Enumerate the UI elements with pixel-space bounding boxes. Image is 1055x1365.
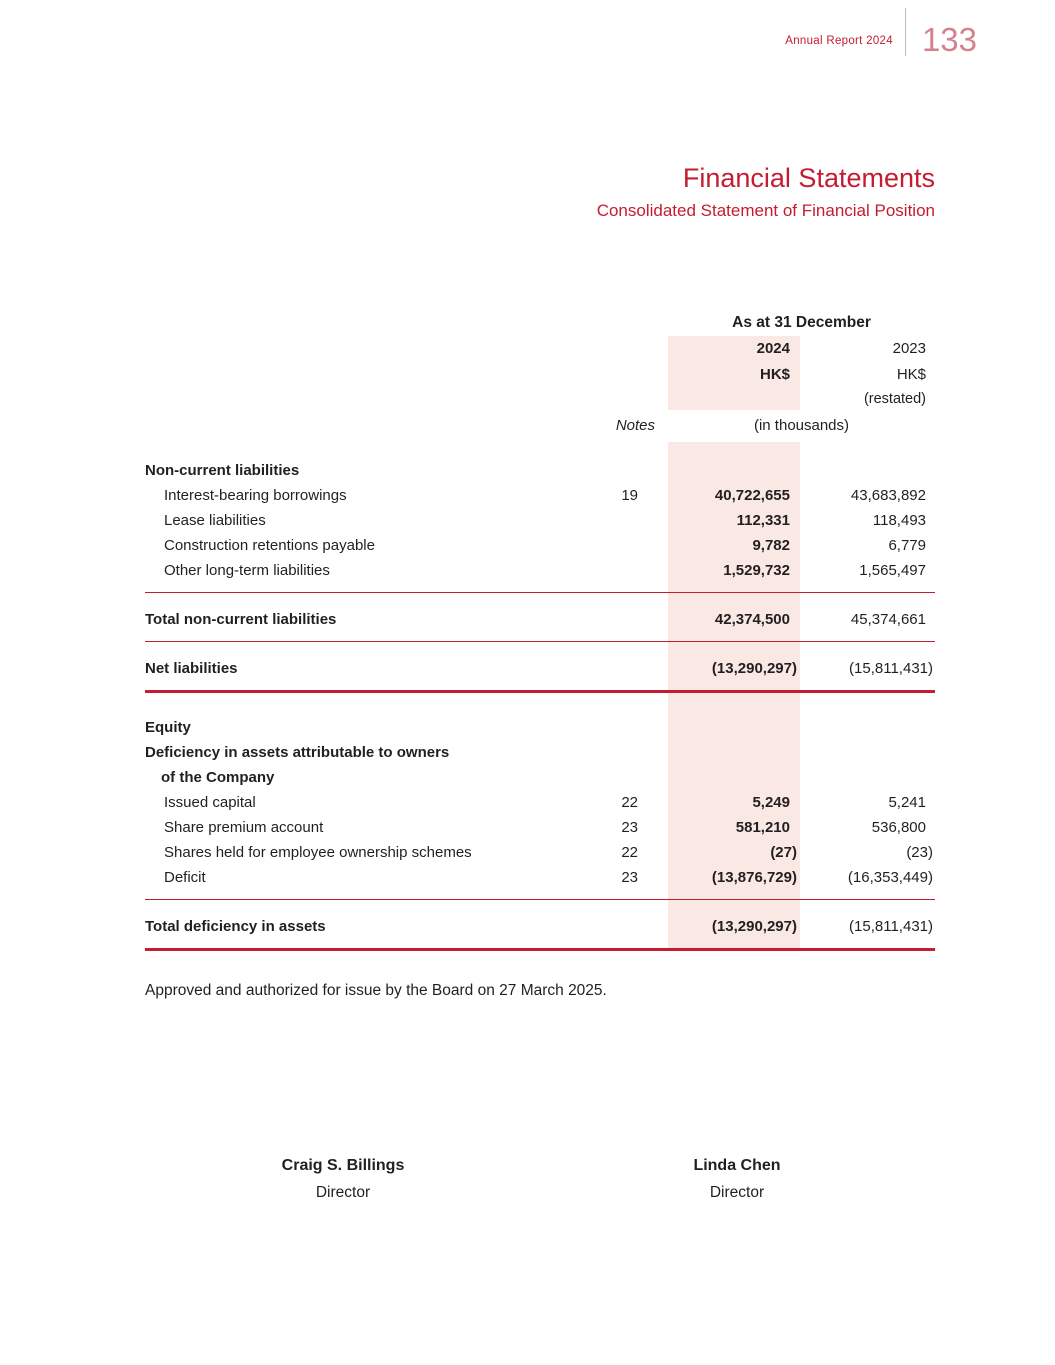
row-label: Interest-bearing borrowings	[164, 487, 347, 504]
director-title: Director	[315, 1184, 371, 1201]
approval-statement: Approved and authorized for issue by the…	[145, 982, 607, 999]
note-ref: 23	[588, 865, 668, 900]
table-row: Deficiency in assets attributable to own…	[145, 740, 935, 765]
row-label: of the Company	[161, 769, 275, 786]
note-ref: 23	[621, 819, 638, 836]
year-header-row: 2024 2023	[145, 336, 935, 362]
table-row: Share premium account 23 581,210 536,800	[145, 815, 935, 840]
value-2023: (23)	[906, 844, 933, 861]
signature-director-1: Craig S. Billings Director	[193, 1157, 493, 1202]
table-row: Construction retentions payable 9,782 6,…	[145, 533, 935, 558]
currency-2023-header: HK$	[896, 366, 926, 383]
row-label: Non-current liabilities	[145, 462, 300, 479]
row-label: Other long-term liabilities	[145, 558, 588, 593]
value-2023: 118,493	[872, 512, 926, 529]
note-ref: 19	[621, 487, 638, 504]
currency-2024-header: HK$	[668, 362, 800, 388]
currency-header-row: HK$ HK$	[145, 362, 935, 388]
row-label: Equity	[145, 719, 191, 736]
value-2023: (16,353,449)	[800, 865, 935, 900]
value-2024: (13,290,297)	[668, 914, 800, 951]
spacer-row	[145, 900, 935, 914]
financial-position-table: As at 31 December 2024 2023 HK$ HK$ (res…	[145, 310, 935, 951]
value-2024: 581,210	[668, 815, 800, 840]
row-label: Deficiency in assets attributable to own…	[145, 744, 450, 761]
row-label: Issued capital	[164, 794, 256, 811]
value-2023: (15,811,431)	[800, 914, 935, 951]
table-row: Other long-term liabilities 1,529,732 1,…	[145, 558, 935, 593]
value-2024: (13,290,297)	[668, 656, 800, 693]
page-number: 133	[921, 21, 977, 58]
table-row: Equity	[145, 715, 935, 740]
value-2023: 43,683,892	[850, 487, 926, 504]
note-ref: 22	[621, 794, 638, 811]
table-row: Non-current liabilities	[145, 458, 935, 483]
notes-column-label: Notes	[615, 417, 655, 434]
spacer-row	[145, 442, 935, 458]
spacer-row	[145, 693, 935, 715]
value-2023: (15,811,431)	[800, 656, 935, 693]
table-row: Shares held for employee ownership schem…	[145, 840, 935, 865]
value-2024: 112,331	[668, 508, 800, 533]
note-ref	[588, 558, 668, 593]
value-2024: (13,876,729)	[668, 865, 800, 900]
row-label: Total non-current liabilities	[145, 607, 588, 642]
row-label: Construction retentions payable	[164, 537, 375, 554]
value-2023: 45,374,661	[800, 607, 935, 642]
note-ref	[588, 533, 668, 558]
year-2024-header: 2024	[668, 336, 800, 362]
value-2024: 42,374,500	[668, 607, 800, 642]
units-label: (in thousands)	[753, 417, 850, 434]
value-2023: 5,241	[888, 794, 926, 811]
note-ref	[588, 508, 668, 533]
row-label: Net liabilities	[145, 656, 588, 693]
director-title: Director	[709, 1184, 765, 1201]
report-label: Annual Report 2024	[785, 35, 893, 47]
value-2024: 5,249	[668, 790, 800, 815]
restated-note: (restated)	[863, 391, 926, 407]
value-2024: 1,529,732	[668, 558, 800, 593]
signature-block: Craig S. Billings Director Linda Chen Di…	[193, 1157, 887, 1202]
note-ref: 22	[621, 844, 638, 861]
value-2023: 536,800	[871, 819, 926, 836]
row-label: Lease liabilities	[164, 512, 266, 529]
director-name: Craig S. Billings	[281, 1157, 405, 1174]
table-row: Total deficiency in assets (13,290,297) …	[145, 914, 935, 951]
director-name: Linda Chen	[693, 1157, 781, 1174]
value-2024: (27)	[668, 840, 800, 865]
period-header-row: As at 31 December	[145, 310, 935, 336]
spacer-row	[145, 642, 935, 656]
spacer-row	[145, 593, 935, 607]
value-2024: 40,722,655	[668, 483, 800, 508]
row-label: Share premium account	[164, 819, 324, 836]
table-row: of the Company	[145, 765, 935, 790]
row-label: Deficit	[145, 865, 588, 900]
row-label: Total deficiency in assets	[145, 914, 588, 951]
value-2023: 1,565,497	[800, 558, 935, 593]
page-header: Annual Report 2024 133	[785, 8, 977, 56]
signature-director-2: Linda Chen Director	[587, 1157, 887, 1202]
title-block: Financial Statements Consolidated Statem…	[597, 163, 935, 221]
table-row: Net liabilities (13,290,297) (15,811,431…	[145, 656, 935, 693]
header-divider	[904, 8, 906, 56]
document-subtitle: Consolidated Statement of Financial Posi…	[596, 201, 935, 220]
restated-spacer	[668, 388, 800, 410]
document-title: Financial Statements	[682, 163, 935, 193]
restated-note-row: (restated)	[145, 388, 935, 410]
value-2024: 9,782	[668, 533, 800, 558]
table-row: Interest-bearing borrowings 19 40,722,65…	[145, 483, 935, 508]
table-row: Issued capital 22 5,249 5,241	[145, 790, 935, 815]
table-row: Deficit 23 (13,876,729) (16,353,449)	[145, 865, 935, 900]
table-row: Lease liabilities 112,331 118,493	[145, 508, 935, 533]
table-row: Total non-current liabilities 42,374,500…	[145, 607, 935, 642]
period-header: As at 31 December	[732, 314, 871, 331]
notes-units-row: Notes (in thousands)	[145, 410, 935, 442]
row-label: Shares held for employee ownership schem…	[164, 844, 472, 861]
value-2023: 6,779	[888, 537, 926, 554]
year-2023-header: 2023	[892, 340, 926, 357]
